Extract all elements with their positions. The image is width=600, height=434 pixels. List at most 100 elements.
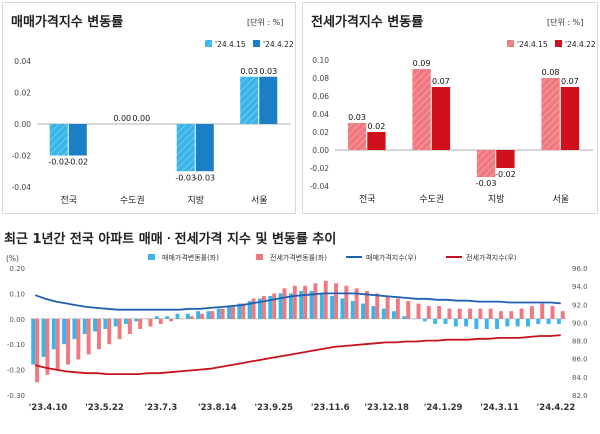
sale-rate-bar — [371, 306, 376, 319]
jeonse-rate-bar — [169, 318, 174, 322]
sale-rate-bar — [340, 298, 345, 319]
jeonse-rate-bar — [540, 303, 545, 319]
jeonse-rate-bar — [478, 308, 483, 319]
legend-label: '24.4.22 — [565, 40, 596, 49]
bar-prev — [49, 124, 68, 156]
y-tick-label: -0.02 — [12, 152, 32, 161]
jeonse-rate-bar — [66, 318, 70, 365]
jeonse-rate-bar — [117, 318, 122, 340]
jeonse-rate-bar — [519, 308, 524, 319]
bar-prev — [412, 69, 431, 150]
jeonse-rate-bar — [107, 318, 112, 345]
x-tick-label: '24.1.29 — [424, 403, 463, 413]
data-label: 0.00 — [132, 114, 150, 123]
y-tick-label: 0.02 — [14, 89, 31, 98]
jeonse-rate-bar — [468, 308, 472, 319]
sale-rate-bar — [31, 318, 36, 365]
sale-rate-bar — [268, 295, 273, 319]
sale-rate-bar — [185, 313, 190, 319]
right-y-tick: 90.0 — [572, 319, 588, 327]
data-label: 0.03 — [259, 67, 277, 76]
data-label: -0.03 — [194, 173, 215, 182]
sale-rate-bar — [536, 318, 541, 324]
category-label: 전국 — [359, 194, 376, 205]
left-y-tick: 0.00 — [9, 316, 25, 324]
category-label: 서울 — [251, 195, 268, 206]
x-tick-label: '23.7.3 — [145, 403, 178, 413]
data-label: 0.08 — [542, 68, 560, 77]
jeonse-rate-bar — [200, 313, 204, 319]
jeonse-rate-bar — [550, 306, 555, 319]
sale-index-line — [34, 292, 561, 311]
sale-rate-bar — [433, 318, 438, 324]
data-label: 0.07 — [561, 77, 579, 86]
y-tick-label: 0.10 — [312, 56, 329, 65]
bar-prev — [347, 123, 367, 150]
sale-rate-bar — [124, 318, 128, 324]
right-y-tick: 82.0 — [572, 392, 588, 400]
data-label: -0.02 — [495, 170, 516, 179]
jeonse-rate-bar — [375, 293, 380, 319]
category-label: 전국 — [60, 195, 77, 206]
right-y-tick: 94.0 — [572, 283, 588, 291]
bar-curr — [496, 150, 515, 168]
sale-rate-bar — [93, 318, 97, 332]
x-tick-label: '23.4.10 — [29, 403, 68, 413]
x-tick-label: '23.8.14 — [198, 403, 237, 413]
jeonse-rate-bar — [231, 306, 235, 319]
jeonse-rate-bar — [416, 303, 421, 319]
jeonse-rate-bar — [406, 301, 411, 319]
data-label: -0.02 — [48, 158, 69, 167]
jeonse-rate-bar — [97, 318, 101, 350]
legend-label: 매매가격변동률(좌) — [162, 253, 219, 262]
bar-curr — [259, 76, 278, 124]
data-label: 0.09 — [413, 59, 431, 68]
legend-swatch — [205, 40, 212, 47]
jeonse-rate-bar — [45, 318, 50, 375]
x-tick-label: '23.9.25 — [254, 403, 293, 413]
jeonse-rate-bar — [272, 293, 277, 319]
sale-rate-bar — [62, 318, 67, 345]
x-tick-label: '24.4.22 — [537, 403, 576, 413]
legend-swatch — [253, 40, 260, 47]
jeonse-panel-title: 전세가격지수 변동률 — [311, 15, 424, 30]
x-tick-label: '23.5.22 — [85, 403, 124, 413]
y-tick-label: 0.00 — [312, 146, 329, 155]
jeonse-rate-bar — [35, 318, 40, 383]
sale-rate-bar — [484, 318, 489, 329]
sale-rate-bar — [51, 318, 56, 350]
sale-rate-bar — [381, 308, 386, 319]
legend-swatch — [555, 40, 562, 47]
x-tick-label: '23.12.18 — [364, 403, 409, 413]
sale-rate-bar — [258, 298, 262, 319]
jeonse-rate-bar — [354, 288, 359, 319]
data-label: 0.03 — [240, 67, 258, 76]
legend-label: '24.4.15 — [517, 40, 548, 49]
category-label: 수도권 — [419, 193, 444, 205]
jeonse-rate-bar — [457, 308, 462, 319]
data-label: 0.02 — [368, 122, 386, 131]
y-tick-label: -0.04 — [12, 183, 32, 192]
x-tick-label: '24.3.11 — [480, 403, 519, 413]
right-y-tick: 96.0 — [572, 265, 588, 273]
data-label: -0.02 — [67, 158, 88, 167]
legend-swatch — [148, 254, 155, 260]
jeonse-rate-bar — [395, 298, 400, 319]
legend-label: '24.4.22 — [263, 40, 294, 49]
jeonse-rate-bar — [138, 318, 143, 329]
sale-rate-bar — [526, 318, 530, 327]
sale-rate-bar — [82, 318, 87, 335]
sale-rate-bar — [464, 318, 469, 327]
sale-panel-title: 매매가격지수 변동률 — [11, 15, 124, 30]
jeonse-rate-bar — [86, 318, 91, 355]
sale-rate-bar — [103, 318, 108, 329]
category-label: 지방 — [488, 194, 505, 205]
sale-rate-bar — [474, 318, 479, 329]
data-label: 0.07 — [432, 77, 450, 86]
y-tick-label: 0.00 — [14, 120, 31, 129]
sale-rate-bar — [288, 293, 293, 319]
bar-curr — [560, 87, 580, 150]
sale-rate-bar — [392, 311, 396, 319]
jeonse-rate-bar — [529, 306, 534, 319]
sale-rate-bar — [422, 318, 427, 322]
